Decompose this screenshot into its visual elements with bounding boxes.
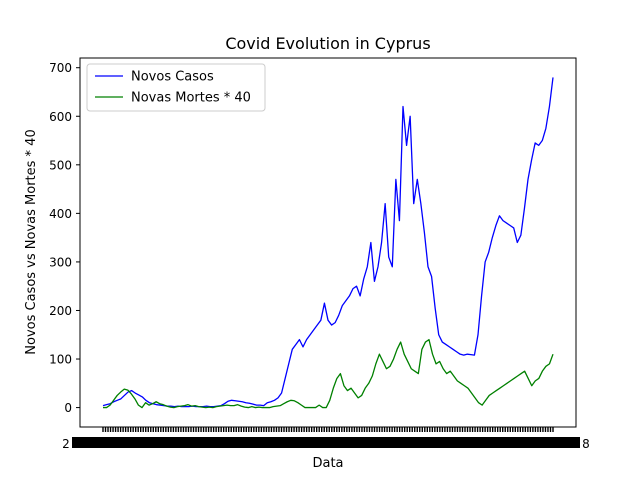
x-tick-label-right: 8 [582,437,590,451]
y-axis-label: Novos Casos vs Novas Mortes * 40 [24,129,39,354]
series-layer [102,77,554,409]
x-axis-ticks [72,427,580,448]
legend-label-novas-mortes: Novas Mortes * 40 [131,91,251,106]
legend: Novos Casos Novas Mortes * 40 [86,63,266,112]
y-tick-label: 400 [49,207,72,221]
y-tick-label: 0 [64,401,72,415]
legend-label-novos-casos: Novos Casos [131,70,214,85]
x-tick-label-left: 2 [62,437,70,451]
series-line-novas-mortes [103,338,554,409]
x-tick-labels-overlap [72,437,580,448]
legend-box [86,63,266,112]
y-tick-label: 500 [49,158,72,172]
plot-frame [79,57,577,428]
y-axis-ticks: 0 100 200 300 400 500 600 700 [49,61,80,415]
x-axis-label: Data [312,456,343,471]
y-tick-label: 700 [49,61,72,75]
y-tick-label: 600 [49,110,72,124]
chart-title: Covid Evolution in Cyprus [225,34,430,53]
y-tick-label: 300 [49,255,72,269]
y-tick-label: 100 [49,353,72,367]
plot-area [102,77,554,409]
y-tick-label: 200 [49,304,72,318]
